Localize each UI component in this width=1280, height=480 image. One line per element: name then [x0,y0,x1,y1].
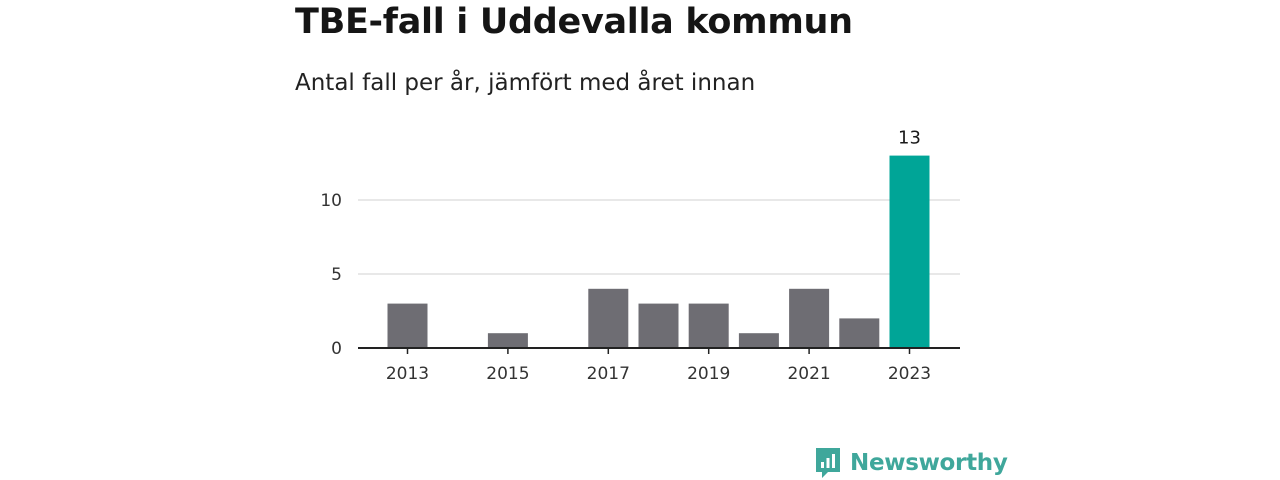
bar [839,318,880,348]
bar [688,303,729,348]
x-tick-label: 2019 [687,364,730,384]
chart-title: TBE-fall i Uddevalla kommun [295,2,853,42]
bar [889,155,930,348]
y-tick-label: 0 [331,339,342,359]
bar [738,333,779,348]
chart-subtitle: Antal fall per år, jämfört med året inna… [295,70,756,96]
bar [387,303,428,348]
brand-name: Newsworthy [850,450,1008,476]
bar [789,288,830,348]
brand-logo: Newsworthy [814,446,1008,480]
y-tick-label: 10 [320,191,342,211]
x-tick-label: 2013 [386,364,429,384]
x-tick-label: 2015 [486,364,529,384]
bar [487,333,528,348]
bar [588,288,629,348]
y-tick-label: 5 [331,265,342,285]
data-label: 13 [898,128,921,149]
bar-chart: 0 5 10 13 2013 2015 2017 2019 2021 2023 [320,128,960,384]
x-tick-label: 2021 [787,364,830,384]
bar [638,303,679,348]
x-tick-label: 2017 [587,364,630,384]
newsworthy-logo-icon [816,448,840,478]
x-tick-label: 2023 [888,364,931,384]
